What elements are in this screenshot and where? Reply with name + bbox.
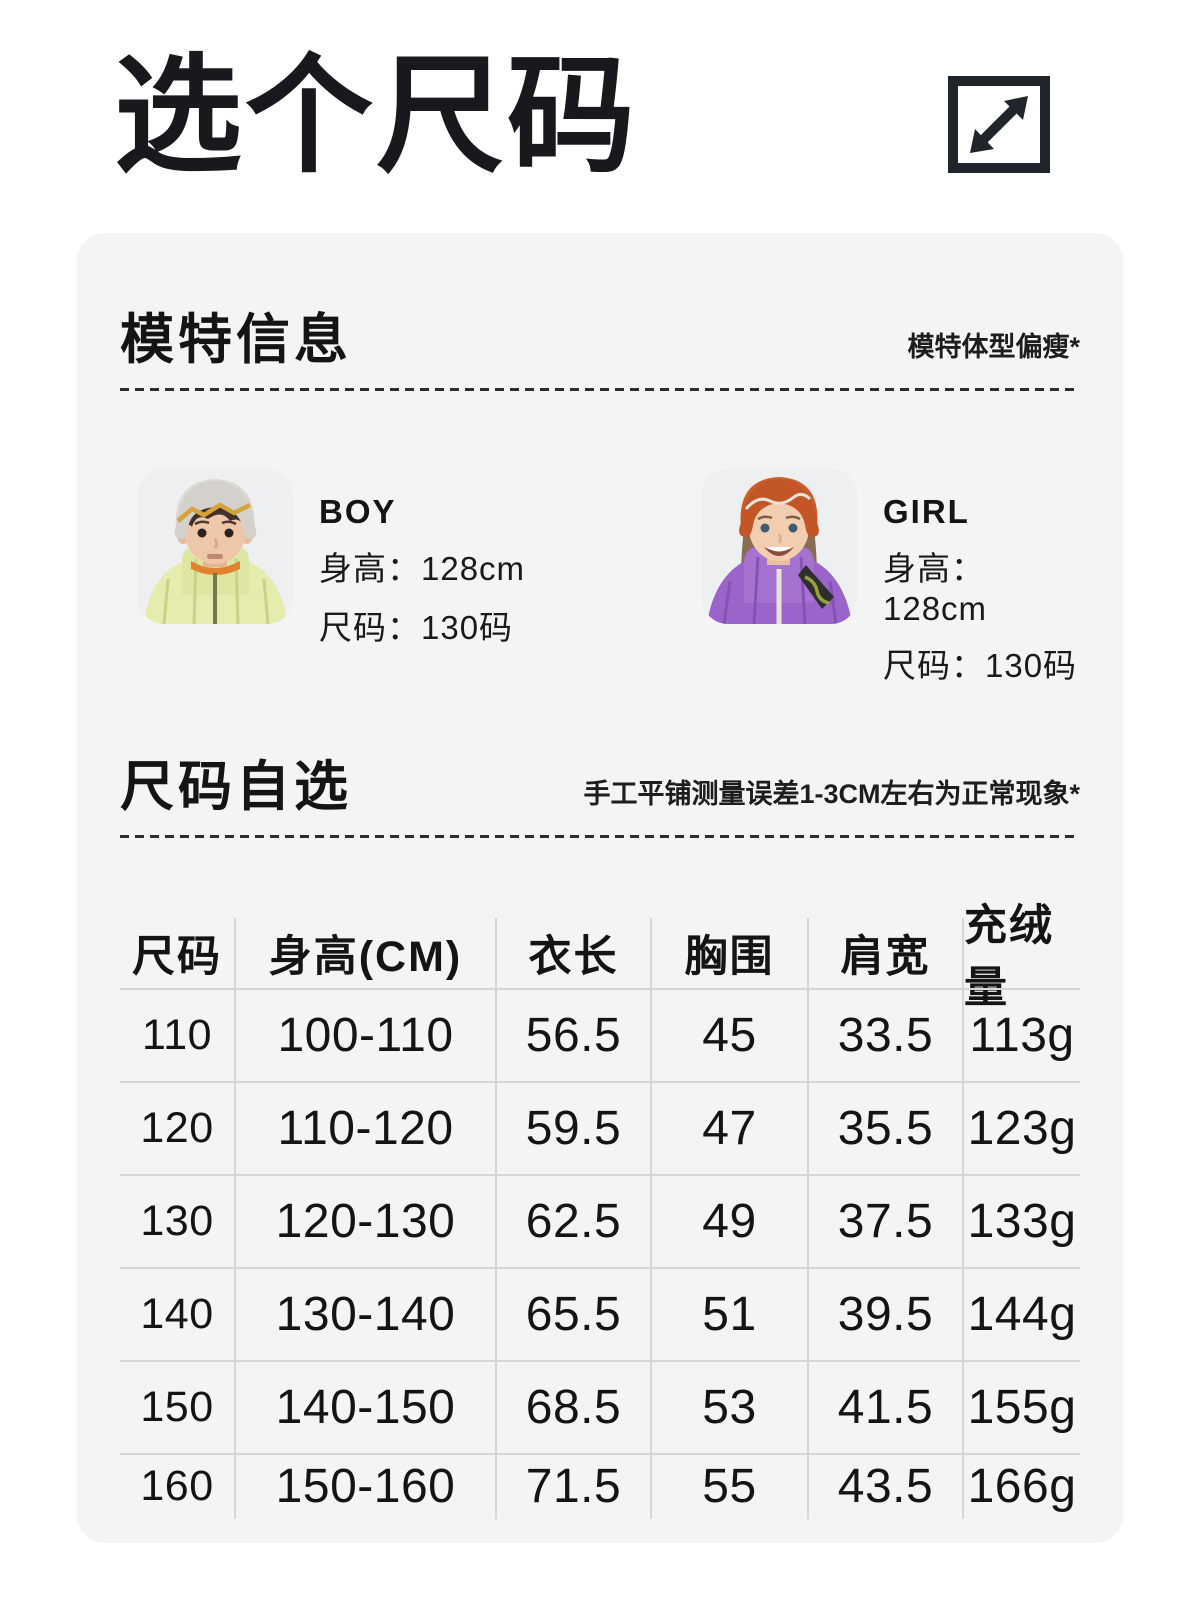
- table-cell: 47: [650, 1080, 807, 1174]
- table-cell: 41.5: [807, 1359, 962, 1453]
- table-cell: 110-120: [234, 1080, 495, 1174]
- model-list: BOY 身高：128cm 尺码：130码: [120, 468, 1080, 687]
- table-cell: 68.5: [495, 1359, 650, 1453]
- size-select-header: 尺码自选 手工平铺测量误差1-3CM左右为正常现象*: [120, 755, 1080, 820]
- expand-icon[interactable]: [948, 76, 1050, 173]
- model-info-note: 模特体型偏瘦*: [907, 331, 1080, 362]
- table-cell: 123g: [962, 1080, 1080, 1174]
- model-name: BOY: [319, 492, 397, 530]
- table-cell: 65.5: [495, 1266, 650, 1360]
- table-cell: 133g: [962, 1173, 1080, 1267]
- table-cell: 53: [650, 1359, 807, 1453]
- table-cell: 37.5: [807, 1173, 962, 1267]
- table-cell: 155g: [962, 1359, 1080, 1453]
- size-select-heading: 尺码自选: [120, 756, 352, 817]
- table-cell: 110: [120, 987, 234, 1081]
- model-info-header: 模特信息 模特体型偏瘦*: [120, 308, 1080, 373]
- table-cell: 120: [120, 1080, 234, 1174]
- table-cell: 120-130: [234, 1173, 495, 1267]
- model-name: GIRL: [883, 492, 970, 530]
- table-cell: 150-160: [234, 1452, 495, 1519]
- table-cell: 62.5: [495, 1173, 650, 1267]
- girl-model-info: GIRL 身高：128cm 尺码：130码: [883, 469, 1080, 687]
- dashed-divider: [120, 387, 1080, 391]
- page-title: 选个尺码: [114, 45, 639, 188]
- table-cell: 49: [650, 1173, 807, 1267]
- size-table: 尺码 身高(CM) 衣长 胸围 肩宽 充绒量 110 100-110 56.5 …: [120, 902, 1080, 1519]
- model-height: 身高：128cm: [319, 549, 526, 587]
- table-cell: 51: [650, 1266, 807, 1360]
- table-cell: 39.5: [807, 1266, 962, 1360]
- table-cell: 166g: [962, 1452, 1080, 1519]
- column-header: 身高(CM): [234, 917, 495, 988]
- column-header: 充绒量: [962, 902, 1080, 1012]
- column-header: 肩宽: [807, 917, 962, 988]
- table-cell: 45: [650, 987, 807, 1081]
- table-cell: 100-110: [234, 987, 495, 1081]
- table-cell: 56.5: [495, 987, 650, 1081]
- model-size: 尺码：130码: [319, 608, 514, 646]
- table-cell: 33.5: [807, 987, 962, 1081]
- column-header: 尺码: [132, 932, 222, 981]
- table-cell: 43.5: [807, 1452, 962, 1519]
- table-cell: 140: [120, 1266, 234, 1360]
- size-select-note: 手工平铺测量误差1-3CM左右为正常现象*: [583, 778, 1080, 809]
- table-cell: 59.5: [495, 1080, 650, 1174]
- table-cell: 130: [120, 1173, 234, 1267]
- table-cell: 71.5: [495, 1452, 650, 1519]
- table-cell: 113g: [962, 987, 1080, 1081]
- table-cell: 35.5: [807, 1080, 962, 1174]
- model-card-girl: GIRL 身高：128cm 尺码：130码: [702, 468, 1080, 687]
- boy-model-info: BOY 身高：128cm 尺码：130码: [319, 469, 525, 687]
- model-info-heading: 模特信息: [120, 310, 352, 370]
- boy-model-photo: [138, 468, 293, 624]
- model-size: 尺码：130码: [883, 646, 1078, 684]
- table-cell: 150: [120, 1359, 234, 1453]
- model-card-boy: BOY 身高：128cm 尺码：130码: [138, 468, 702, 687]
- table-cell: 55: [650, 1452, 807, 1519]
- table-cell: 130-140: [234, 1266, 495, 1360]
- table-cell: 140-150: [234, 1359, 495, 1453]
- dashed-divider: [120, 834, 1080, 838]
- model-height: 身高：128cm: [883, 549, 988, 627]
- table-cell: 144g: [962, 1266, 1080, 1360]
- table-cell: 160: [120, 1452, 234, 1519]
- size-info-card: 模特信息 模特体型偏瘦*: [77, 233, 1123, 1543]
- column-header: 衣长: [495, 917, 650, 988]
- girl-model-photo: [702, 468, 857, 624]
- column-header: 胸围: [650, 917, 807, 988]
